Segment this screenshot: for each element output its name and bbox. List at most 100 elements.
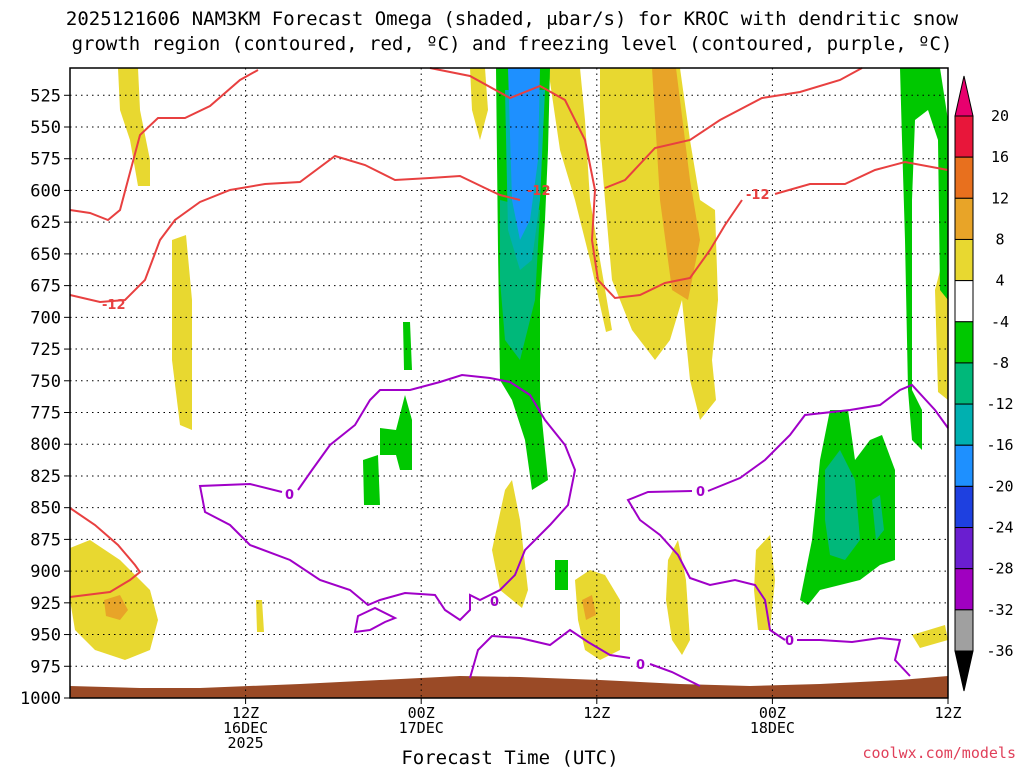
y-tick-label: 1000 xyxy=(20,689,61,709)
y-tick-label: 550 xyxy=(30,118,61,138)
colorbar-swatch xyxy=(954,156,974,199)
freezing-contours xyxy=(198,373,949,687)
omega-shade-green xyxy=(363,455,380,505)
colorbar-swatch xyxy=(954,527,974,570)
colorbar-swatch xyxy=(954,321,974,364)
omega-shade-yellow xyxy=(912,625,948,648)
y-tick-label: 850 xyxy=(30,499,61,519)
colorbar-swatch xyxy=(954,485,974,529)
freezing-contour-line xyxy=(626,490,786,641)
colorbar-label: -4 xyxy=(991,313,1009,331)
omega-shade-yellow xyxy=(470,68,488,140)
freezing-contour-line xyxy=(469,628,631,679)
omega-shade-green xyxy=(555,560,568,590)
dgz-contour-line xyxy=(69,154,521,304)
y-tick-label: 525 xyxy=(30,86,61,106)
colorbar-label: -32 xyxy=(986,601,1013,619)
dgz-label: -12 xyxy=(746,188,770,203)
colorbar-label: -12 xyxy=(986,395,1013,413)
colorbar-label: 4 xyxy=(995,272,1004,290)
x-tick-label: 16DEC xyxy=(223,719,268,737)
dgz-contour-line xyxy=(604,67,863,189)
freezing-label: 0 xyxy=(785,634,794,649)
freezing-contour-line xyxy=(797,636,911,677)
contour-labels: -12 -12 -12 0 0 0 0 0 xyxy=(102,184,794,673)
colorbar-label: -16 xyxy=(986,436,1013,454)
credit-text: coolwx.com/models xyxy=(862,744,1016,762)
y-tick-label: 650 xyxy=(30,245,61,265)
y-tick-label: 775 xyxy=(30,404,61,424)
y-tick-label: 625 xyxy=(30,213,61,233)
omega-shade-green xyxy=(380,395,412,470)
y-tick-label: 675 xyxy=(30,277,61,297)
omega-shade-yellow xyxy=(600,68,718,420)
y-tick-label: 725 xyxy=(30,340,61,360)
colorbar-label: 20 xyxy=(991,107,1009,125)
omega-shade-teal xyxy=(825,450,860,560)
colorbar-label: -8 xyxy=(991,354,1009,372)
y-tick-label: 875 xyxy=(30,530,61,550)
x-tick-label: 00Z xyxy=(759,704,786,722)
colorbar-swatch xyxy=(954,280,974,323)
dgz-label: -12 xyxy=(527,184,551,199)
chart-title-line1: 2025121606 NAM3KM Forecast Omega (shaded… xyxy=(66,8,959,30)
colorbar-label: 16 xyxy=(991,148,1009,166)
freezing-contour-line xyxy=(707,383,949,492)
y-tick-label: 825 xyxy=(30,467,61,487)
colorbar-swatch xyxy=(954,362,974,405)
x-tick-label: 12Z xyxy=(934,704,961,722)
colorbar-swatch xyxy=(954,568,974,611)
omega-shade-teal xyxy=(872,495,884,540)
grid-lines xyxy=(70,68,949,698)
dgz-contours xyxy=(69,67,949,598)
chart-title-line2: growth region (contoured, red, ºC) and f… xyxy=(72,33,953,55)
freezing-contour-line xyxy=(198,373,577,622)
dgz-contour-line xyxy=(429,67,743,300)
y-tick-label: 750 xyxy=(30,372,61,392)
y-tick-label: 700 xyxy=(30,308,61,328)
colorbar-label: 8 xyxy=(995,230,1004,248)
y-tick-label: 925 xyxy=(30,594,61,614)
freezing-contour-line xyxy=(649,663,701,687)
colorbar-swatch xyxy=(954,238,974,282)
colorbar-swatch xyxy=(954,197,974,240)
colorbar-swatch xyxy=(954,444,974,487)
omega-shade-yellow xyxy=(492,480,528,608)
colorbar-label: -28 xyxy=(986,560,1013,578)
colorbar-label: 12 xyxy=(991,189,1009,207)
colorbar-label: -24 xyxy=(986,519,1013,537)
dgz-label: -12 xyxy=(102,298,126,313)
colorbar-label: -20 xyxy=(986,477,1013,495)
colorbar: 20 16 12 8 4 -4 -8 -12 -16 -20 -24 -28 -32 -36 xyxy=(954,75,1014,692)
shading-layer xyxy=(70,68,948,660)
x-tick-label: 12Z xyxy=(232,704,259,722)
freezing-label: 0 xyxy=(490,595,499,610)
omega-shade-orange xyxy=(652,68,700,300)
colorbar-swatch xyxy=(954,609,974,652)
omega-shade-yellow xyxy=(754,535,775,630)
dgz-contour-line xyxy=(69,507,142,598)
omega-shade-yellow xyxy=(256,600,264,632)
colorbar-top-arrow xyxy=(954,75,974,117)
x-tick-label: 18DEC xyxy=(750,719,795,737)
x-tick-label: 12Z xyxy=(583,704,610,722)
y-tick-label: 975 xyxy=(30,657,61,677)
omega-shade-green xyxy=(403,322,412,370)
x-tick-label: 2025 xyxy=(228,734,264,752)
x-tick-label: 00Z xyxy=(408,704,435,722)
omega-shade-orange xyxy=(582,595,596,620)
x-tick-label: 17DEC xyxy=(399,719,444,737)
y-tick-label: 600 xyxy=(30,181,61,201)
omega-shade-blue xyxy=(508,68,540,240)
y-tick-label: 950 xyxy=(30,626,61,646)
x-axis-label: Forecast Time (UTC) xyxy=(401,747,618,768)
dgz-contour-line xyxy=(69,69,259,222)
freezing-label: 0 xyxy=(636,658,645,673)
omega-shade-yellow xyxy=(666,540,690,655)
y-tick-label: 800 xyxy=(30,435,61,455)
omega-shade-yellow xyxy=(575,570,620,660)
colorbar-label: -36 xyxy=(986,642,1013,660)
y-axis: 525 550 575 600 625 650 675 700 725 750 775 800 825 8… xyxy=(20,86,70,709)
